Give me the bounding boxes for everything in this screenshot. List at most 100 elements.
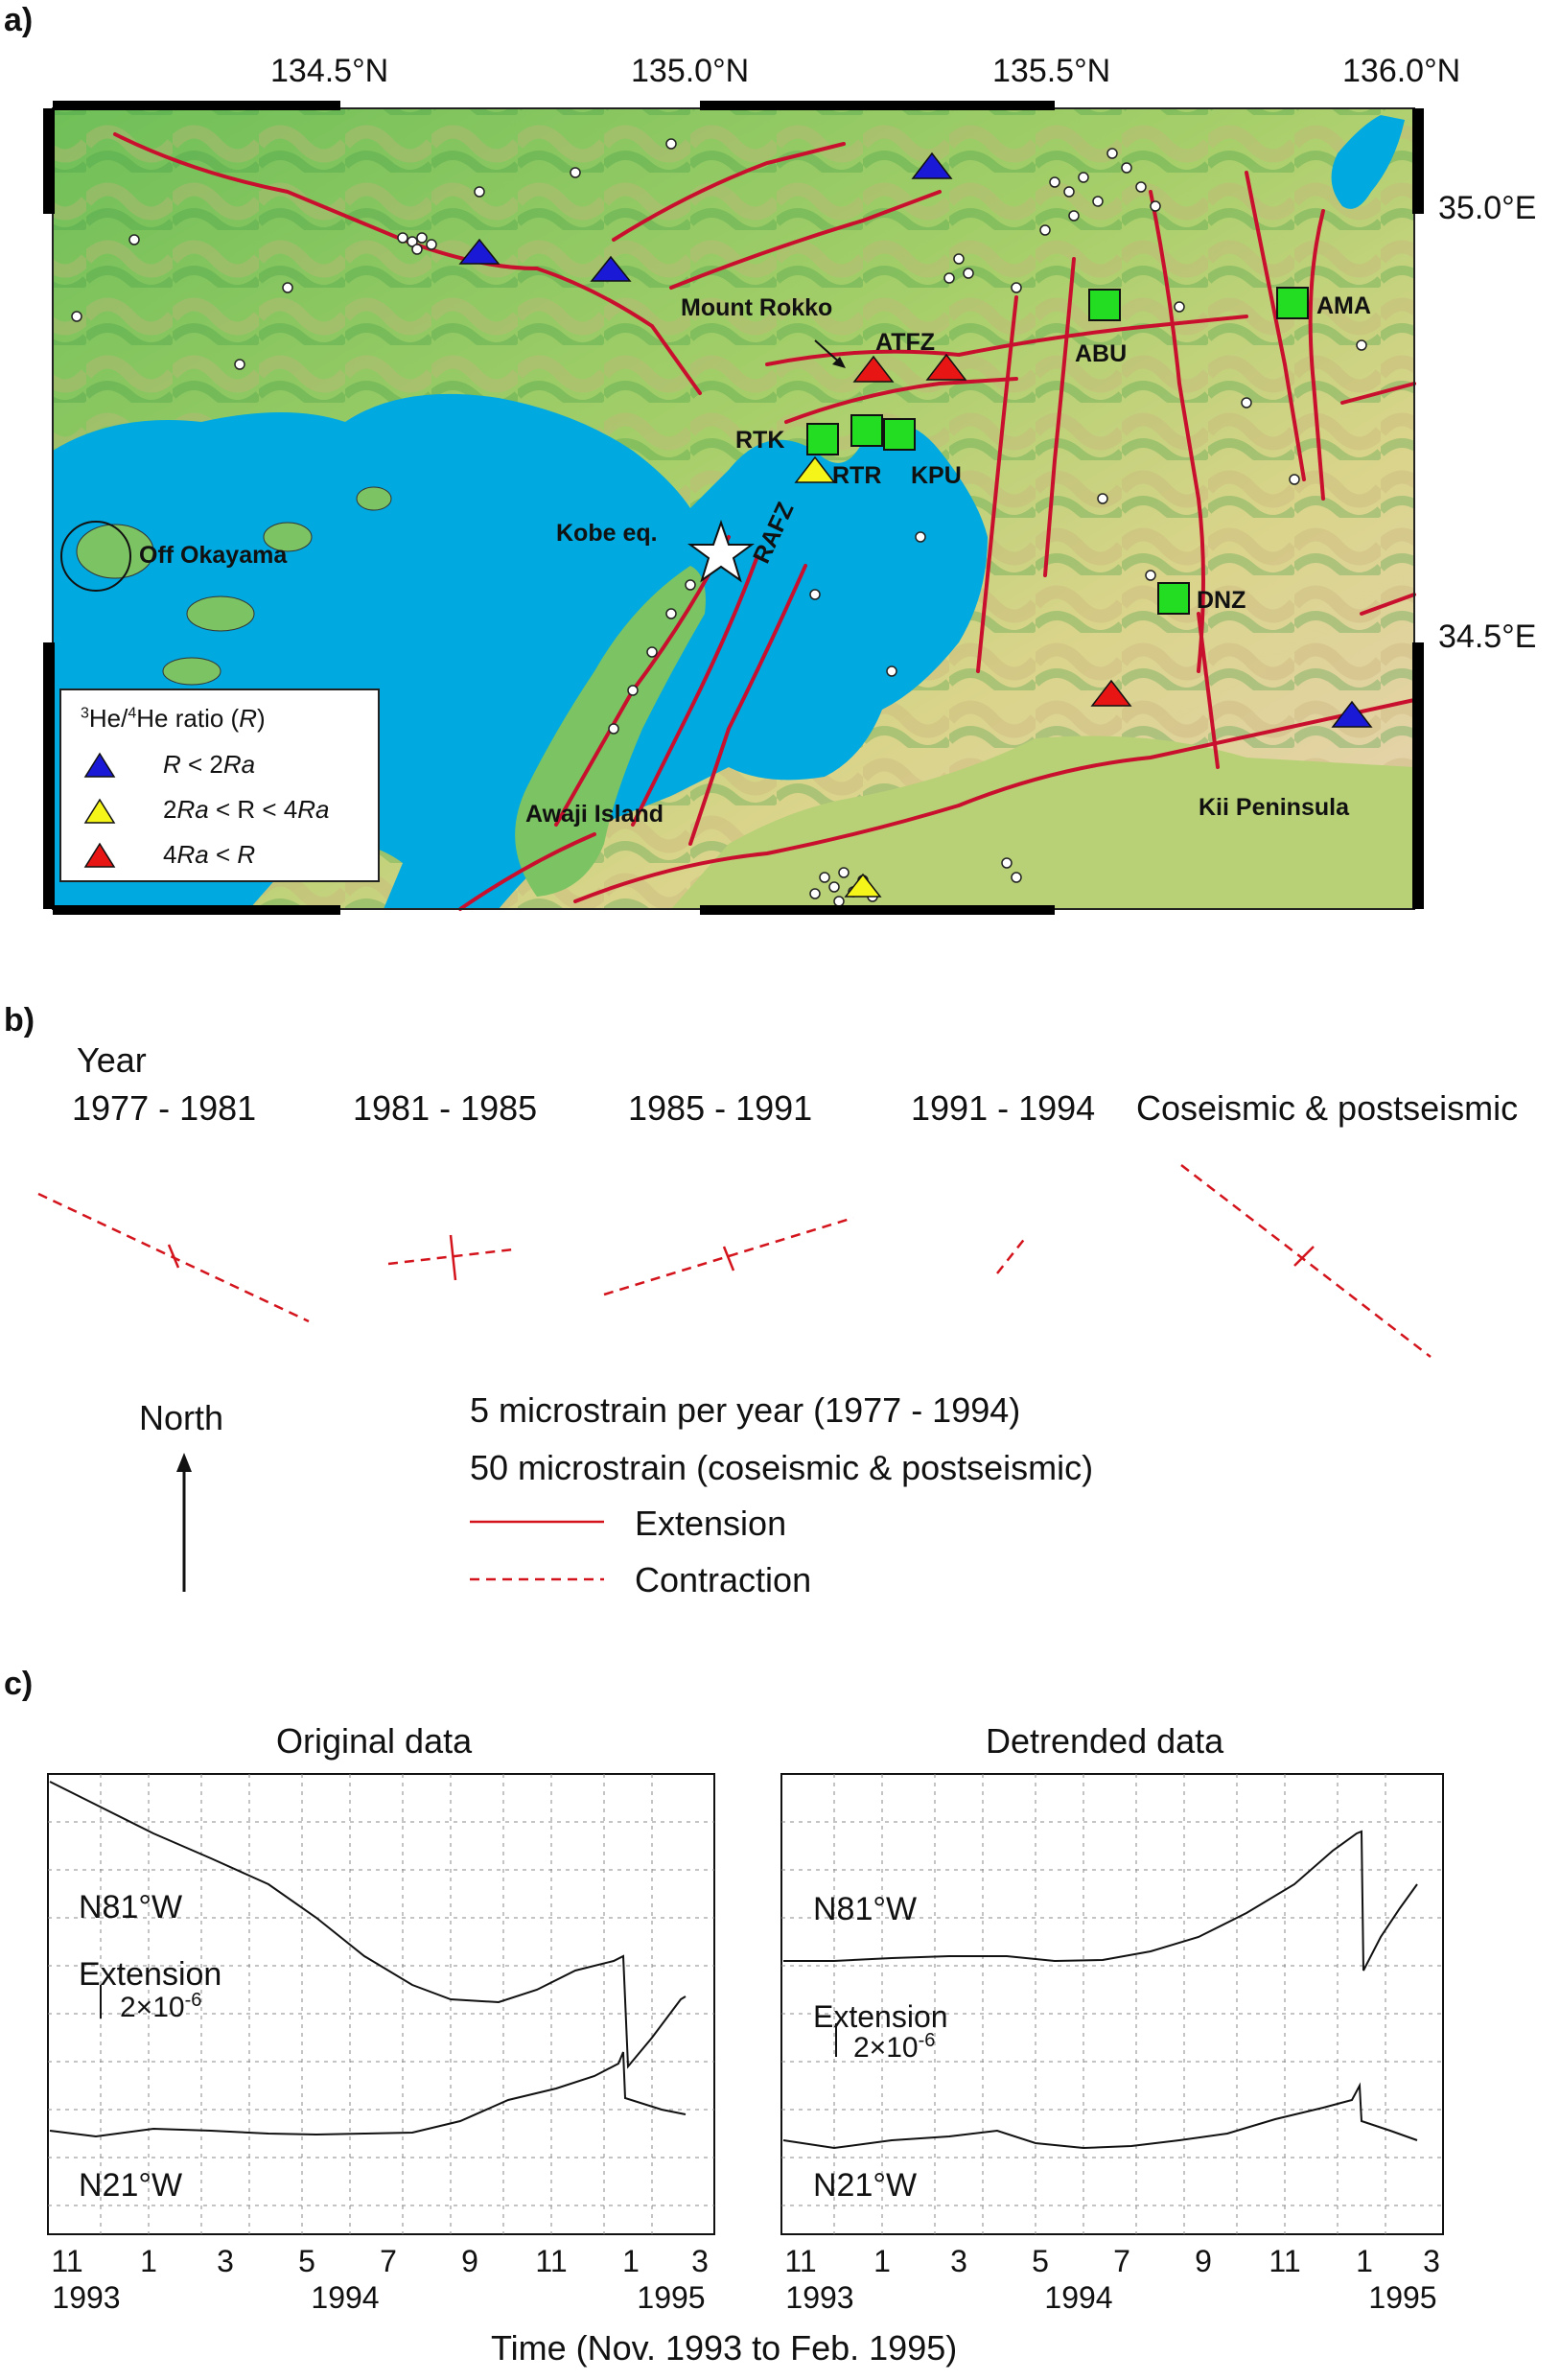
x-year: 1993 <box>785 2280 854 2315</box>
x-year: 1995 <box>1368 2280 1437 2315</box>
year-heading: Year <box>77 1040 147 1080</box>
label-awaji-island: Awaji Island <box>525 801 664 828</box>
x-tick: 1 <box>873 2244 891 2278</box>
scale-coseismic: 50 microstrain (coseismic & postseismic) <box>470 1448 1094 1487</box>
legend-blue-triangle <box>83 752 116 778</box>
panel-b-label: b) <box>4 1002 35 1038</box>
label-kii-peninsula: Kii Peninsula <box>1199 794 1349 821</box>
triangle-red <box>1090 679 1132 707</box>
period-1991-1994: 1991 - 1994 <box>911 1088 1096 1128</box>
extension-label: Extension <box>635 1504 787 1543</box>
detrended-n81w-trace <box>783 1830 1418 1972</box>
triangle-red <box>925 353 967 381</box>
period-coseismic: Coseismic & postseismic <box>1136 1088 1519 1128</box>
detrended-n81w-label: N81°W <box>813 1891 918 1927</box>
x-tick: 9 <box>1195 2244 1212 2278</box>
x-tick: 3 <box>950 2244 967 2278</box>
x-tick: 11 <box>535 2244 568 2278</box>
label-rtr: RTR <box>832 462 882 489</box>
x-tick: 3 <box>691 2244 709 2278</box>
triangle-red <box>852 355 895 383</box>
x-year: 1994 <box>311 2280 380 2315</box>
panel-a-label: a) <box>4 2 34 38</box>
x-tick: 1 <box>1356 2244 1373 2278</box>
square-kpu <box>883 418 916 451</box>
triangle-yellow <box>794 455 836 483</box>
triangle-blue <box>1331 700 1373 728</box>
x-tick: 7 <box>1113 2244 1130 2278</box>
period-1981-1985: 1981 - 1985 <box>353 1088 538 1128</box>
original-data-title: Original data <box>276 1721 473 1761</box>
original-n81w-label: N81°W <box>79 1889 183 1925</box>
original-n21w-label: N21°W <box>79 2167 183 2204</box>
strain-axes <box>37 1164 1432 1592</box>
label-kobe-eq: Kobe eq. <box>556 520 658 547</box>
helium-legend: 3He/4He ratio (R) R < 2Ra 2Ra < R < 4Ra … <box>59 688 380 882</box>
detrended-extension-label: Extension <box>813 1999 948 2034</box>
x-tick: 3 <box>217 2244 234 2278</box>
legend-item-mid: 2Ra < R < 4Ra <box>163 795 330 824</box>
panel-c-label: c) <box>4 1666 34 1702</box>
triangle-blue <box>458 238 501 265</box>
legend-yellow-triangle <box>83 798 116 824</box>
square-rtr <box>850 414 883 447</box>
original-extension-label: Extension <box>79 1956 222 1993</box>
x-tick: 9 <box>461 2244 478 2278</box>
lat-label-345: 34.5°E <box>1438 618 1537 655</box>
legend-red-triangle <box>83 842 116 868</box>
x-tick: 3 <box>1423 2244 1440 2278</box>
north-label: North <box>139 1398 224 1437</box>
triangle-blue <box>911 152 953 179</box>
x-tick: 1 <box>140 2244 157 2278</box>
original-n81w-trace <box>49 1781 687 2069</box>
x-tick: 7 <box>380 2244 397 2278</box>
contraction-label: Contraction <box>635 1560 812 1599</box>
square-abu <box>1088 289 1121 321</box>
x-tick: 5 <box>1032 2244 1049 2278</box>
square-dnz <box>1157 582 1190 615</box>
label-off-okayama: Off Okayama <box>139 542 288 569</box>
time-axis-label: Time (Nov. 1993 to Feb. 1995) <box>491 2328 958 2368</box>
label-mount-rokko: Mount Rokko <box>681 294 833 321</box>
detrended-n21w-label: N21°W <box>813 2167 918 2204</box>
lon-label-1355: 135.5°N <box>992 53 1111 89</box>
detrended-data-title: Detrended data <box>986 1721 1224 1761</box>
period-1985-1991: 1985 - 1991 <box>628 1088 813 1128</box>
lon-label-1350: 135.0°N <box>631 53 750 89</box>
detrended-n21w-trace <box>782 2082 1418 2150</box>
detrended-scale-label: 2×10-6 <box>853 2030 936 2064</box>
period-1977-1981: 1977 - 1981 <box>72 1088 257 1128</box>
x-tick: 5 <box>298 2244 315 2278</box>
square-rtk <box>806 423 839 455</box>
kobe-epicenter-star <box>687 519 756 583</box>
label-kpu: KPU <box>911 462 962 489</box>
label-rtk: RTK <box>735 427 785 454</box>
x-tick: 11 <box>784 2244 817 2278</box>
legend-title: 3He/4He ratio (R) <box>81 704 266 733</box>
label-dnz: DNZ <box>1197 587 1246 614</box>
original-scale-label: 2×10-6 <box>120 1990 202 2023</box>
lat-label-350: 35.0°E <box>1438 190 1537 226</box>
label-abu: ABU <box>1075 340 1128 367</box>
scale-annual: 5 microstrain per year (1977 - 1994) <box>470 1390 1021 1430</box>
triangle-blue <box>590 255 632 282</box>
triangle-yellow <box>844 873 882 898</box>
x-year: 1994 <box>1044 2280 1113 2315</box>
label-ama: AMA <box>1316 292 1371 319</box>
x-tick: 11 <box>51 2244 83 2278</box>
legend-item-low: R < 2Ra <box>163 750 256 779</box>
label-atfz: ATFZ <box>875 329 936 356</box>
original-n21w-trace <box>49 2051 687 2138</box>
lake-biwa <box>1331 115 1405 209</box>
x-tick: 11 <box>1269 2244 1301 2278</box>
off-okayama-circle <box>60 521 131 592</box>
x-tick: 1 <box>622 2244 640 2278</box>
x-year: 1993 <box>52 2280 121 2315</box>
legend-item-high: 4Ra < R <box>163 840 256 869</box>
square-ama <box>1276 287 1309 319</box>
kii-land <box>671 735 1414 909</box>
lon-label-1360: 136.0°N <box>1342 53 1461 89</box>
x-year: 1995 <box>637 2280 706 2315</box>
lon-label-1345: 134.5°N <box>270 53 389 89</box>
